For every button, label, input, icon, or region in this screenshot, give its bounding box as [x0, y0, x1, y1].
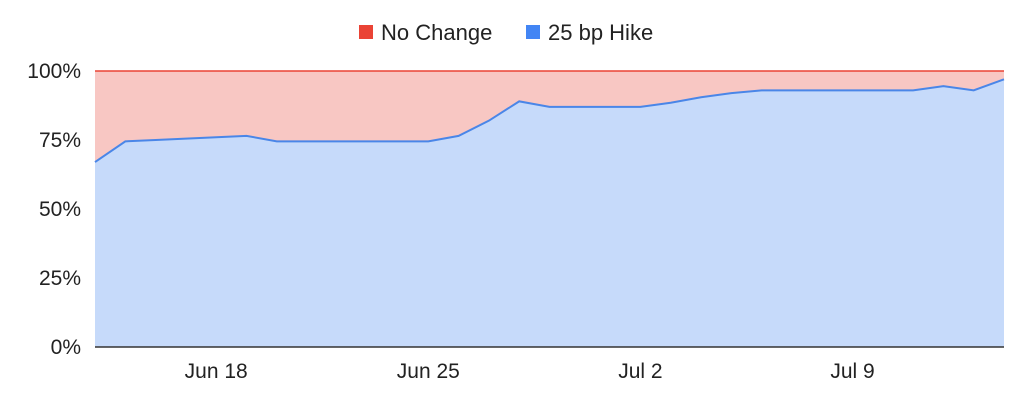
x-tick-label: Jul 2 — [618, 360, 662, 383]
y-tick-label: 100% — [27, 60, 81, 83]
y-axis: 0% 25% 50% 75% 100% — [27, 60, 81, 359]
y-tick-label: 25% — [39, 267, 81, 290]
y-tick-label: 0% — [51, 336, 81, 359]
y-tick-label: 75% — [39, 129, 81, 152]
y-tick-label: 50% — [39, 198, 81, 221]
legend-swatch-25bp-hike — [526, 25, 540, 39]
legend-swatch-no-change — [359, 25, 373, 39]
legend: No Change 25 bp Hike — [359, 20, 653, 45]
x-tick-label: Jun 25 — [397, 360, 460, 383]
plot-area — [94, 70, 1005, 347]
legend-label-25bp-hike: 25 bp Hike — [548, 20, 653, 45]
hike-line — [94, 78, 1005, 163]
legend-label-no-change: No Change — [381, 20, 492, 45]
no-change-area — [95, 71, 1004, 163]
x-tick-label: Jun 18 — [185, 360, 248, 383]
x-tick-label: Jul 9 — [830, 360, 874, 383]
hike-area — [95, 79, 1004, 347]
x-axis: Jun 18 Jun 25 Jul 2 Jul 9 — [95, 346, 1004, 383]
